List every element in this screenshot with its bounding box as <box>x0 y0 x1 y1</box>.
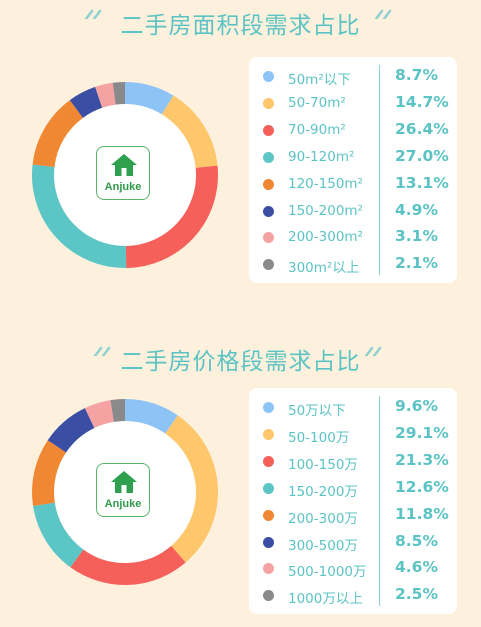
legend-value: 29.1% <box>395 423 449 442</box>
legend-item: 50-100万 29.1% <box>249 421 457 448</box>
legend-color-dot <box>263 402 274 413</box>
house-icon <box>111 471 137 493</box>
legend-color-dot <box>263 205 274 217</box>
donut-segment <box>32 100 84 168</box>
legend-item: 200-300m² 3.1% <box>249 224 457 251</box>
legend-label: 1000万以上 <box>288 591 363 608</box>
legend-item: 50万以下 9.6% <box>249 394 457 421</box>
legend-divider <box>379 65 380 275</box>
legend-label: 90-120m² <box>288 148 355 165</box>
legend-value: 13.1% <box>395 173 449 192</box>
legend-item: 100-150万 21.3% <box>249 448 457 475</box>
legend-color-dot <box>263 97 274 109</box>
legend-value: 2.1% <box>395 254 438 273</box>
price-section: 二手房价格段需求占比 Anjuke 50万以下 9.6% 50-100万 29.1% 1… <box>0 300 481 627</box>
legend-item: 300-500万 8.5% <box>249 529 457 556</box>
legend-label: 200-300万 <box>288 510 358 527</box>
legend-color-dot <box>263 590 274 602</box>
donut-segment <box>95 82 116 108</box>
legend-item: 200-300万 11.8% <box>249 502 457 529</box>
legend-label: 150-200万 <box>288 483 358 500</box>
donut-segment <box>47 408 95 453</box>
area-section: 二手房面积段需求占比 Anjuke 50m²以下 8.7% 50-70m² 14.7%… <box>0 0 481 300</box>
donut-segment <box>32 164 127 268</box>
legend-label: 50-70m² <box>288 94 346 111</box>
donut-segment <box>84 400 115 429</box>
legend-color-dot <box>263 259 274 271</box>
anjuke-logo: Anjuke <box>96 463 150 517</box>
legend-label: 120-150m² <box>288 175 363 192</box>
legend-value: 9.6% <box>395 397 438 415</box>
legend-divider <box>379 396 380 606</box>
legend-label: 50万以下 <box>288 403 346 419</box>
donut-segment <box>164 415 218 563</box>
donut-segment <box>70 545 186 585</box>
legend-color-dot <box>263 509 274 521</box>
legend-label: 500-1000万 <box>288 564 367 581</box>
legend-label: 300m²以上 <box>288 260 360 277</box>
legend-color-dot <box>263 232 274 244</box>
price-legend: 50万以下 9.6% 50-100万 29.1% 100-150万 21.3% 150-20… <box>249 388 457 614</box>
donut-segment <box>112 82 126 105</box>
legend-color-dot <box>263 71 274 82</box>
area-legend: 50m²以下 8.7% 50-70m² 14.7% 70-90m² 26.4% 90-120… <box>249 57 457 283</box>
legend-item: 300m²以上 2.1% <box>249 251 457 278</box>
donut-segment <box>124 399 178 434</box>
legend-color-dot <box>263 151 274 163</box>
legend-value: 4.6% <box>395 558 438 577</box>
donut-segment <box>110 399 126 422</box>
donut-segment <box>32 440 67 506</box>
legend-item: 1000万以上 2.5% <box>249 582 457 609</box>
donut-segment <box>33 502 84 568</box>
legend-item: 50m²以下 8.7% <box>249 63 457 90</box>
legend-label: 100-150万 <box>288 456 358 473</box>
legend-color-dot <box>263 563 274 575</box>
legend-value: 27.0% <box>395 146 449 165</box>
legend-value: 21.3% <box>395 450 449 469</box>
legend-item: 90-120m² 27.0% <box>249 144 457 171</box>
slash-decoration-left <box>84 9 102 19</box>
legend-item: 150-200m² 4.9% <box>249 198 457 225</box>
legend-value: 3.1% <box>395 227 438 246</box>
legend-item: 70-90m² 26.4% <box>249 117 457 144</box>
legend-item: 50-70m² 14.7% <box>249 90 457 117</box>
slash-decoration-right <box>374 9 392 19</box>
legend-color-dot <box>263 536 274 548</box>
legend-value: 14.7% <box>395 92 449 111</box>
legend-label: 50-100万 <box>288 429 350 446</box>
legend-label: 50m²以下 <box>288 72 351 88</box>
legend-label: 200-300m² <box>288 229 363 246</box>
legend-item: 120-150m² 13.1% <box>249 171 457 198</box>
slash-decoration-left <box>93 346 111 356</box>
logo-text: Anjuke <box>104 498 142 510</box>
legend-label: 150-200m² <box>288 202 363 219</box>
legend-value: 26.4% <box>395 119 449 138</box>
donut-segment <box>124 82 174 115</box>
legend-value: 2.5% <box>395 585 438 604</box>
legend-color-dot <box>263 178 274 190</box>
legend-item: 500-1000万 4.6% <box>249 555 457 582</box>
legend-value: 8.7% <box>395 66 438 84</box>
donut-segment <box>125 165 218 268</box>
legend-value: 8.5% <box>395 531 438 550</box>
house-icon <box>111 154 137 176</box>
legend-label: 70-90m² <box>288 121 346 138</box>
legend-color-dot <box>263 428 274 440</box>
legend-color-dot <box>263 124 274 136</box>
legend-color-dot <box>263 455 274 467</box>
anjuke-logo: Anjuke <box>96 146 150 200</box>
legend-label: 300-500万 <box>288 537 358 554</box>
donut-segment <box>161 95 218 169</box>
logo-text: Anjuke <box>104 181 142 193</box>
legend-value: 12.6% <box>395 477 449 496</box>
price-chart-title: 二手房价格段需求占比 <box>120 349 361 375</box>
donut-segment <box>69 86 103 119</box>
legend-item: 150-200万 12.6% <box>249 475 457 502</box>
legend-value: 11.8% <box>395 504 449 523</box>
legend-value: 4.9% <box>395 200 438 219</box>
legend-color-dot <box>263 482 274 494</box>
area-chart-title: 二手房面积段需求占比 <box>120 13 361 39</box>
slash-decoration-right <box>364 346 382 356</box>
